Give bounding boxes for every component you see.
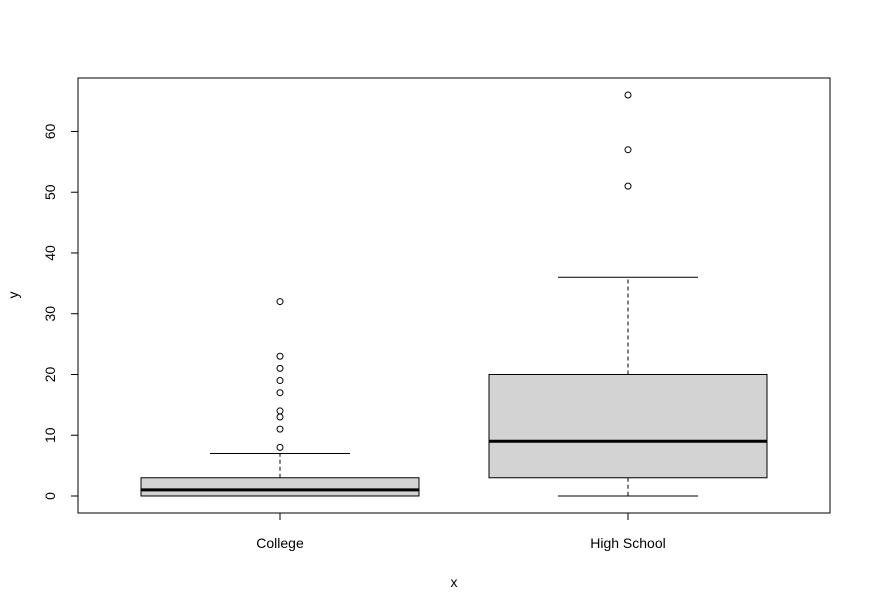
- y-tick-label: 40: [42, 245, 58, 261]
- outlier-point: [276, 389, 284, 397]
- outlier-point: [276, 352, 284, 360]
- x-axis-title: x: [451, 574, 458, 590]
- y-axis-title: y: [5, 292, 21, 299]
- y-tick-label: 30: [42, 306, 58, 322]
- outlier-point: [276, 425, 284, 433]
- box-series: [140, 91, 768, 497]
- outlier-point: [276, 298, 284, 306]
- outlier-point: [276, 377, 284, 385]
- y-tick-label: 20: [42, 366, 58, 382]
- outlier-point: [276, 407, 284, 415]
- x-tick-label: High School: [590, 535, 666, 551]
- iqr-box: [140, 477, 420, 497]
- box-high-school: [488, 91, 768, 497]
- box-college: [140, 298, 420, 497]
- y-tick-label: 10: [42, 427, 58, 443]
- y-tick-label: 60: [42, 123, 58, 139]
- y-tick-label: 50: [42, 184, 58, 200]
- x-axis: College High School: [256, 512, 666, 551]
- outlier-point: [276, 443, 284, 451]
- outlier-point: [276, 413, 284, 421]
- outlier-point: [624, 146, 632, 154]
- y-axis: 0 10 20 30 40 50 60: [42, 123, 79, 500]
- x-tick-label: College: [256, 535, 304, 551]
- y-tick-label: 0: [42, 492, 58, 500]
- iqr-box: [488, 373, 768, 479]
- outlier-point: [624, 182, 632, 190]
- outlier-point: [276, 364, 284, 372]
- outlier-point: [624, 91, 632, 99]
